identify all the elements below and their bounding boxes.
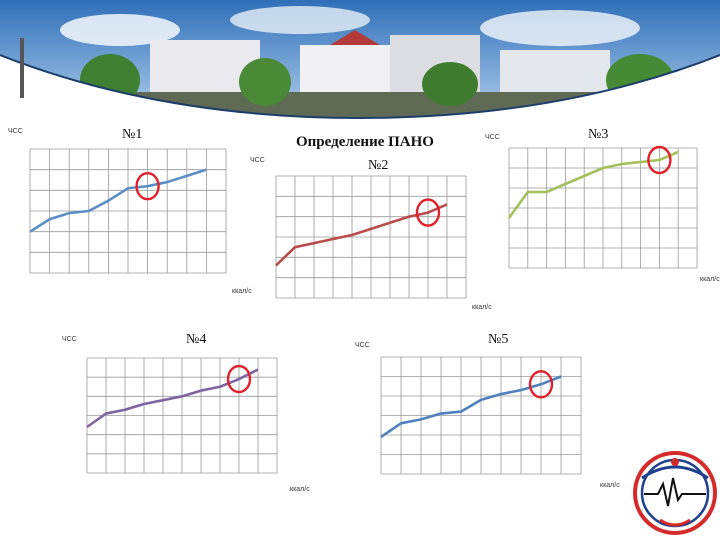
chart-3-plot — [507, 145, 698, 269]
chart-4-title: №4 — [186, 332, 207, 347]
chart-2-x-label: ккал/с — [472, 304, 492, 311]
threshold-marker — [135, 172, 160, 201]
chart-2-plot — [275, 175, 467, 299]
threshold-marker — [415, 198, 441, 227]
chart-5-y-label: ЧСС — [355, 342, 370, 349]
chart-1-y-label: ЧСС — [8, 128, 23, 135]
series-line — [86, 368, 259, 429]
series-line — [29, 168, 207, 233]
threshold-marker — [528, 370, 554, 399]
chart-3-y-label: ЧСС — [485, 134, 500, 141]
threshold-marker — [647, 145, 672, 175]
chart-4-plot — [86, 357, 278, 474]
chart-1-x-label: ккал/с — [232, 288, 252, 295]
chart-1-title: №1 — [122, 127, 143, 142]
chart-4-x-label: ккал/с — [290, 486, 310, 493]
series-line — [507, 150, 679, 219]
header-building-photo — [0, 0, 720, 120]
slide-title: Определение ПАНО — [296, 134, 434, 150]
chart-5-title: №5 — [488, 332, 509, 347]
chart-1-plot — [29, 148, 227, 274]
chart-4-y-label: ЧСС — [62, 336, 77, 343]
chart-3-x-label: ккал/с — [700, 276, 720, 283]
chart-5-plot — [380, 356, 582, 475]
chart-5-x-label: ккал/с — [600, 482, 620, 489]
series-line — [275, 203, 448, 267]
chart-3-title: №3 — [588, 127, 609, 142]
chart-2-y-label: ЧСС — [250, 157, 265, 164]
sports-medicine-logo — [633, 451, 717, 535]
threshold-marker — [226, 364, 252, 394]
series-line — [380, 375, 562, 439]
chart-2-title: №2 — [368, 158, 389, 173]
